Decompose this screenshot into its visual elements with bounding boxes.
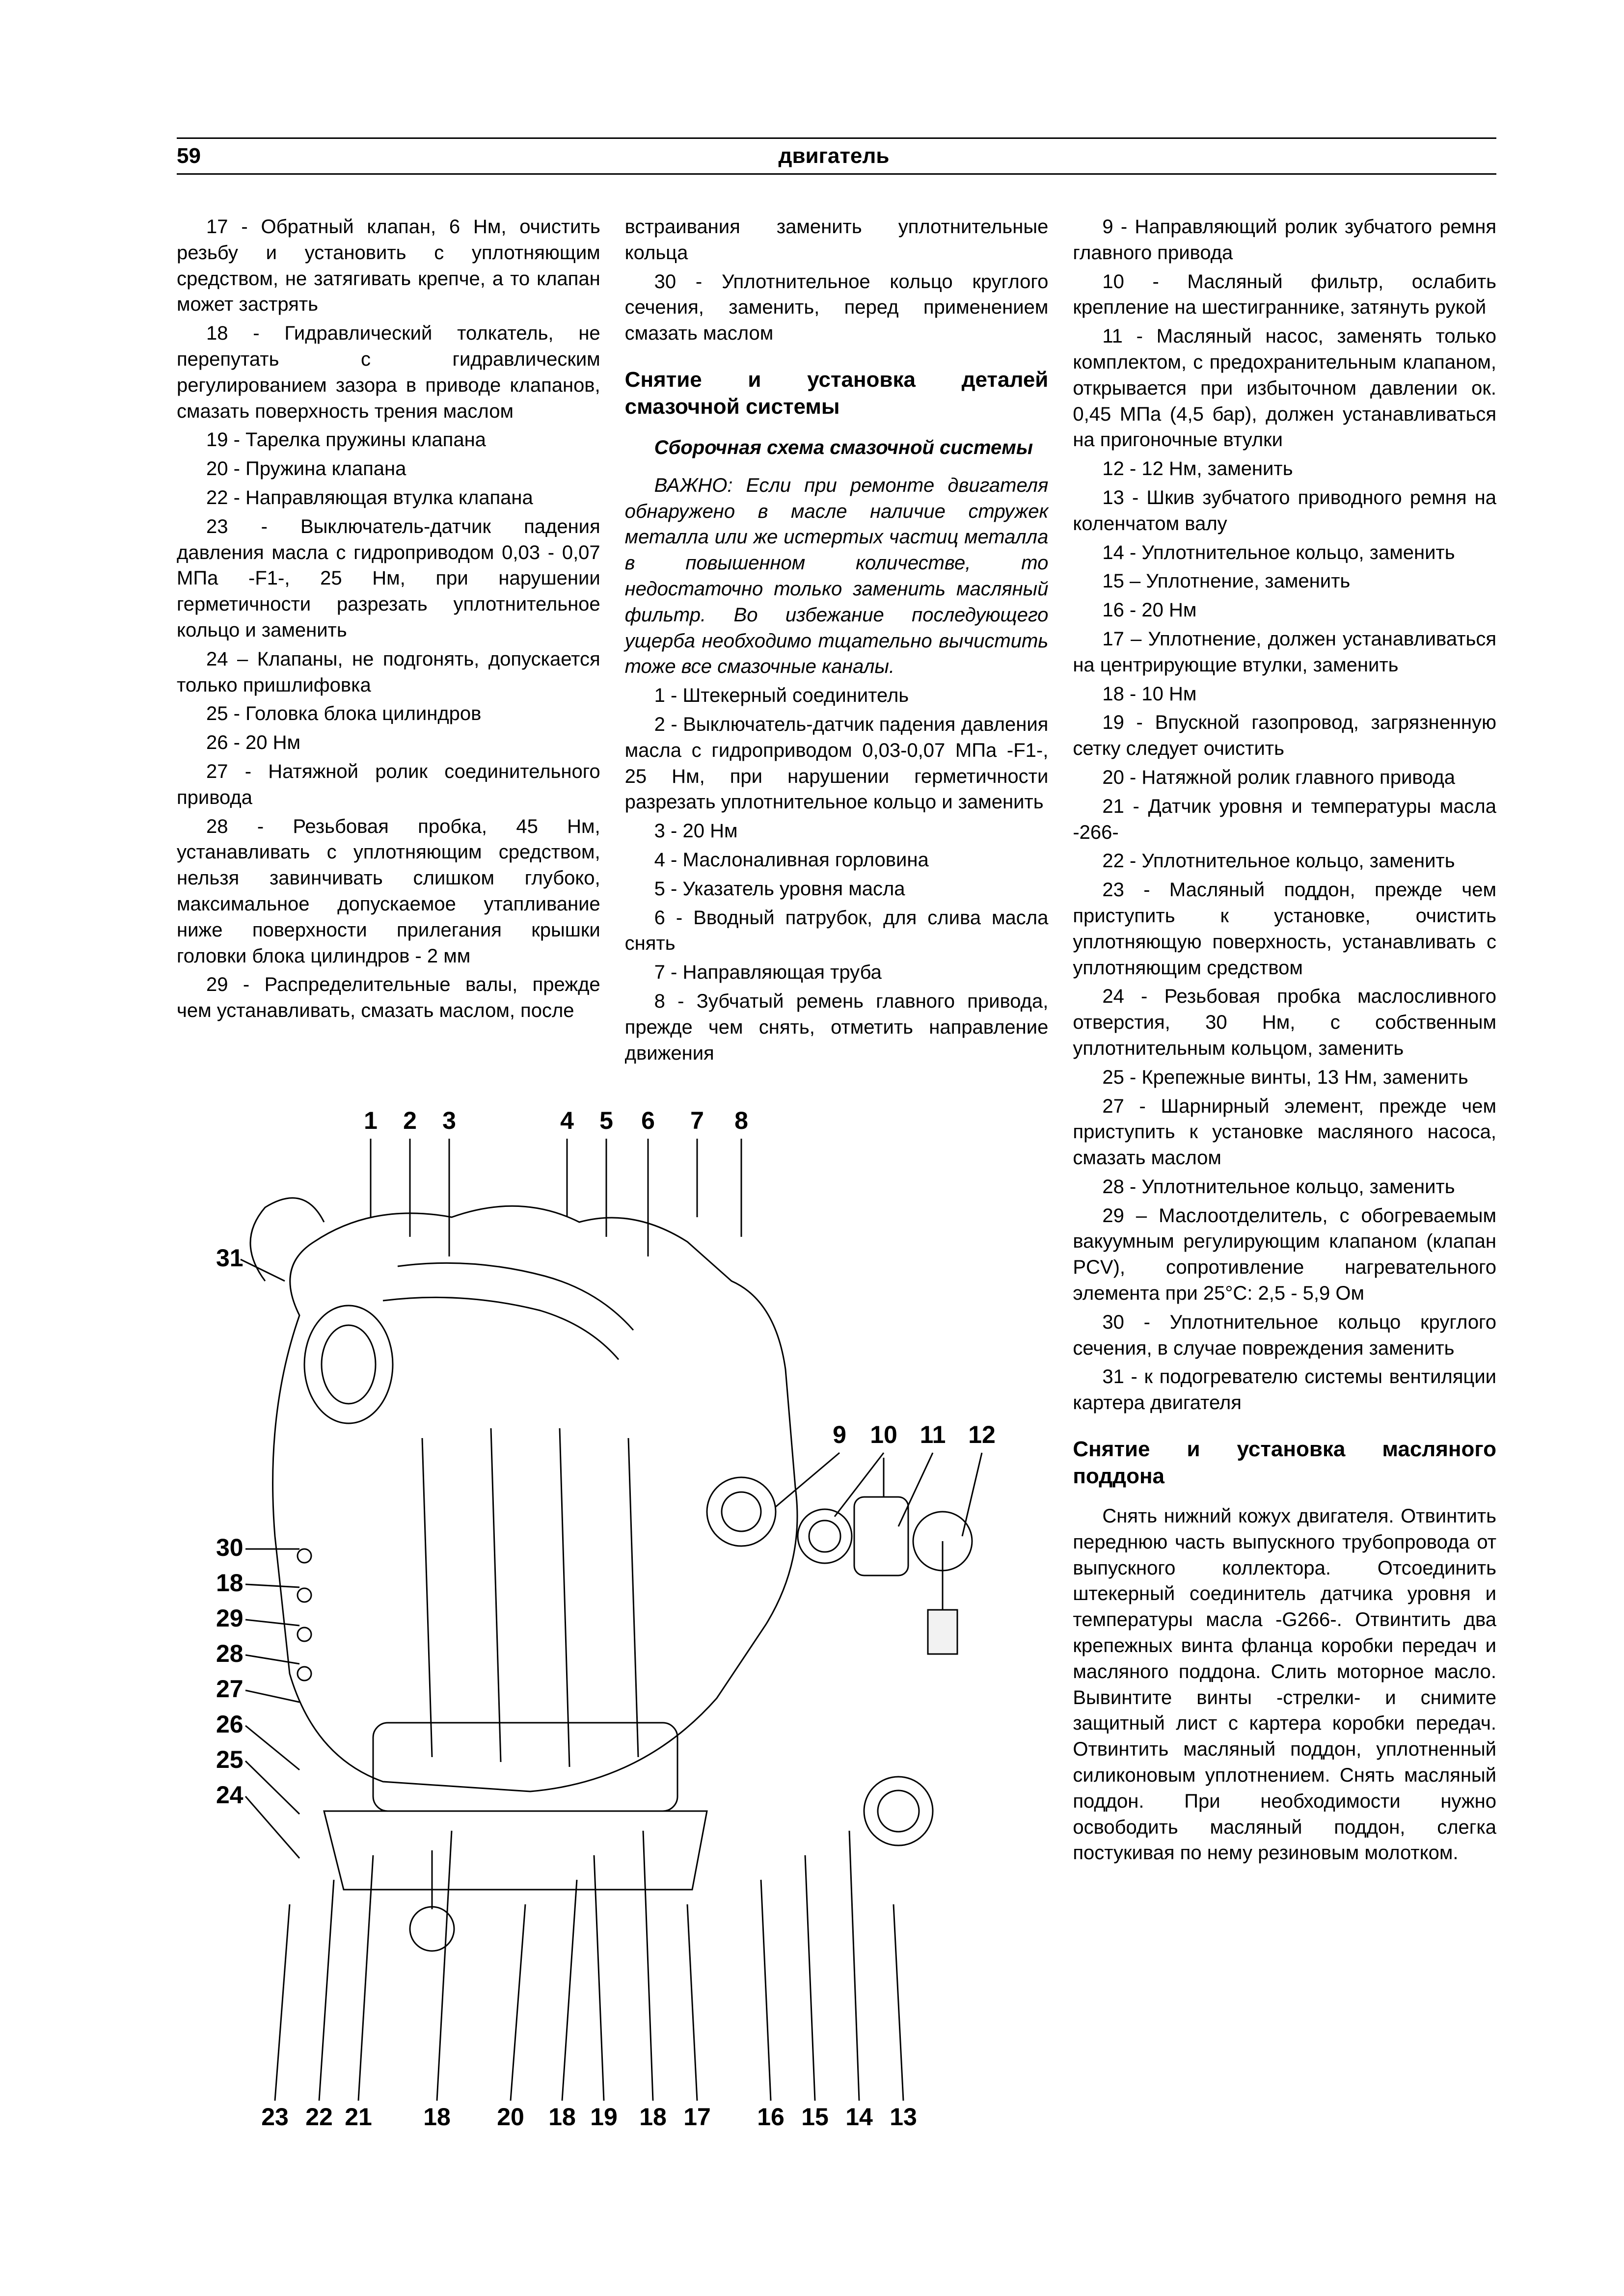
c3-p19: 28 - Уплотнительное кольцо, заменить <box>1073 1174 1496 1200</box>
c2-h3: Снятие и установка деталей смазочной сис… <box>625 366 1049 420</box>
c2-p2: 30 - Уплотнительное кольцо круглого сече… <box>625 269 1049 347</box>
diagram-label: 1 <box>364 1107 378 1134</box>
c2-p9: 7 - Направляющая труба <box>625 960 1049 986</box>
c1-p7: 24 – Клапаны, не подгонять, допускается … <box>177 646 600 698</box>
header-row: 59 двигатель <box>177 144 1496 168</box>
c3-p17: 25 - Крепежные винты, 13 Нм, заменить <box>1073 1065 1496 1091</box>
diagram-label: 17 <box>683 2103 711 2131</box>
diagram-label: 5 <box>599 1107 613 1134</box>
page: 59 двигатель 17 - Обратный клапан, 6 Нм,… <box>0 0 1624 2296</box>
c3-p16: 24 - Резьбовая пробка маслосливного отве… <box>1073 984 1496 1061</box>
c2-h4: Сборочная схема смазочной системы <box>625 435 1049 461</box>
c3-p12: 20 - Натяжной ролик главного привода <box>1073 765 1496 791</box>
c3-p8: 16 - 20 Нм <box>1073 597 1496 623</box>
engine-diagram-svg: 1234567891011123130182928272625242322211… <box>177 1095 1041 2150</box>
diagram-label: 11 <box>920 1421 946 1448</box>
diagram-label: 24 <box>216 1781 244 1809</box>
c1-p4: 20 - Пружина клапана <box>177 456 600 482</box>
diagram-label: 8 <box>734 1107 748 1134</box>
c3-p5: 13 - Шкив зубчатого приводного ремня на … <box>1073 485 1496 537</box>
c1-p8: 25 - Головка блока цилиндров <box>177 701 600 727</box>
diagram-label: 13 <box>890 2103 917 2131</box>
c3-p15: 23 - Масляный поддон, прежде чем приступ… <box>1073 877 1496 981</box>
c1-p10: 27 - Натяжной ролик соединительного прив… <box>177 759 600 811</box>
diagram-label: 26 <box>216 1710 244 1738</box>
c1-p3: 19 - Тарелка пружины клапана <box>177 427 600 453</box>
header-title: двигатель <box>779 144 890 168</box>
c2-p8: 6 - Вводный патрубок, для слива масла сн… <box>625 905 1049 957</box>
diagram-label: 27 <box>216 1675 244 1703</box>
c3-p13: 21 - Датчик уровня и температуры масла -… <box>1073 794 1496 846</box>
c3-p11: 19 - Впускной газопровод, загрязненную с… <box>1073 710 1496 762</box>
header-rule-top <box>177 137 1496 139</box>
diagram-label: 18 <box>639 2103 667 2131</box>
c3-p22: 31 - к подогревателю системы вентиляции … <box>1073 1364 1496 1416</box>
c3-p4: 12 - 12 Нм, заменить <box>1073 456 1496 482</box>
c1-p2: 18 - Гидравлический толкатель, не перепу… <box>177 320 600 424</box>
diagram-label: 18 <box>548 2103 576 2131</box>
diagram-label: 6 <box>641 1107 655 1134</box>
c1-p5: 22 - Направляющая втулка клапана <box>177 485 600 511</box>
diagram-label: 10 <box>870 1421 897 1448</box>
c1-p1: 17 - Обратный клапан, 6 Нм, очистить рез… <box>177 214 600 318</box>
diagram-label: 7 <box>690 1107 704 1134</box>
diagram-label: 3 <box>442 1107 456 1134</box>
c2-p3: 1 - Штекерный соединитель <box>625 683 1049 709</box>
diagram-label: 21 <box>345 2103 372 2131</box>
diagram-label: 12 <box>968 1421 996 1448</box>
c3-p18: 27 - Шарнирный элемент, прежде чем прист… <box>1073 1094 1496 1171</box>
c3-h3: Снятие и установка масляного поддона <box>1073 1436 1496 1490</box>
diagram-label: 18 <box>423 2103 451 2131</box>
c2-p6: 4 - Маслоналивная горловина <box>625 847 1049 873</box>
c1-p11: 28 - Резьбовая пробка, 45 Нм, устанавлив… <box>177 814 600 969</box>
diagram-label: 9 <box>833 1421 846 1448</box>
diagram-label: 16 <box>757 2103 785 2131</box>
engine-diagram: 1234567891011123130182928272625242322211… <box>177 1095 1041 2150</box>
diagram-label: 2 <box>403 1107 417 1134</box>
diagram-label: 28 <box>216 1640 244 1667</box>
c3-p2: 10 - Масляный фильтр, ослабить крепление… <box>1073 269 1496 321</box>
diagram-label: 31 <box>216 1244 244 1272</box>
page-number: 59 <box>177 144 201 168</box>
header-rule-bottom <box>177 173 1496 175</box>
c2-note: ВАЖНО: Если при ремонте двигателя обнару… <box>625 473 1049 680</box>
c3-p1: 9 - Направляющий ролик зубчатого ремня г… <box>1073 214 1496 266</box>
diagram-label: 14 <box>845 2103 873 2131</box>
c3-p23: Снять нижний кожух двигателя. Отвинтить … <box>1073 1503 1496 1866</box>
c2-p5: 3 - 20 Нм <box>625 818 1049 844</box>
c1-p9: 26 - 20 Нм <box>177 730 600 756</box>
diagram-label: 18 <box>216 1569 244 1597</box>
c3-p14: 22 - Уплотнительное кольцо, заменить <box>1073 848 1496 874</box>
c1-p12: 29 - Распределительные валы, прежде чем … <box>177 972 600 1024</box>
diagram-label: 15 <box>801 2103 829 2131</box>
c3-p20: 29 – Маслоотделитель, с обогреваемым вак… <box>1073 1203 1496 1307</box>
c3-p6: 14 - Уплотнительное кольцо, заменить <box>1073 540 1496 566</box>
diagram-label: 23 <box>261 2103 289 2131</box>
c1-p6: 23 - Выключатель-датчик падения давления… <box>177 514 600 643</box>
diagram-label: 29 <box>216 1604 244 1632</box>
diagram-label: 22 <box>305 2103 333 2131</box>
c2-p7: 5 - Указатель уровня масла <box>625 876 1049 902</box>
diagram-label: 30 <box>216 1534 244 1561</box>
column-3: 9 - Направляющий ролик зубчатого ремня г… <box>1073 214 1496 1869</box>
c3-p3: 11 - Масляный насос, заменять только ком… <box>1073 323 1496 453</box>
c2-p4: 2 - Выключатель-датчик падения давления … <box>625 712 1049 815</box>
diagram-label: 4 <box>560 1107 574 1134</box>
diagram-label: 19 <box>590 2103 618 2131</box>
c3-p7: 15 – Уплотнение, заменить <box>1073 568 1496 594</box>
c2-p1: встраивания заменить уплотнительные коль… <box>625 214 1049 266</box>
diagram-label: 25 <box>216 1746 244 1773</box>
diagram-label: 20 <box>497 2103 524 2131</box>
c2-p10: 8 - Зубчатый ремень главного привода, пр… <box>625 988 1049 1066</box>
c3-p9: 17 – Уплотнение, должен устанавливаться … <box>1073 626 1496 678</box>
c3-p21: 30 - Уплотнительное кольцо круглого сече… <box>1073 1309 1496 1362</box>
c3-p10: 18 - 10 Нм <box>1073 681 1496 707</box>
